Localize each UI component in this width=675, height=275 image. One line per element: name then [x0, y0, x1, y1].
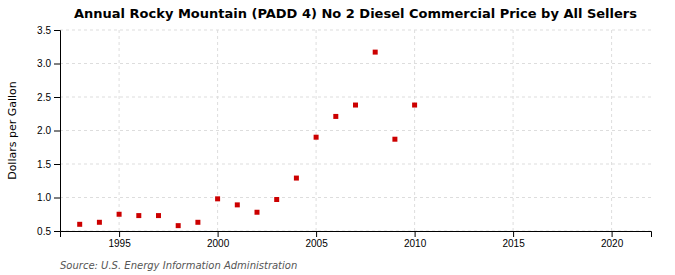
tick: 1.5: [37, 159, 60, 170]
tick: 1.0: [37, 192, 60, 203]
grid-line: [513, 30, 514, 231]
point: [215, 196, 220, 201]
tick-mark: [54, 231, 60, 232]
point: [314, 135, 319, 140]
axis-line: [54, 31, 61, 232]
point: [294, 176, 299, 181]
tick-label: 2.5: [37, 92, 51, 103]
grid-line: [60, 63, 651, 64]
tick: 0.5: [37, 226, 60, 237]
tick: 2005: [305, 231, 328, 249]
grid-line: [119, 30, 120, 231]
tick-mark: [54, 131, 60, 132]
tick-label: 1.0: [37, 192, 51, 203]
tick: 3.0: [37, 58, 60, 69]
point: [255, 210, 260, 215]
tick-mark: [54, 198, 60, 199]
points: [77, 50, 417, 229]
tick-mark: [218, 231, 219, 237]
grid-line: [60, 30, 651, 31]
tick-label: 2015: [502, 238, 525, 249]
tick-mark: [54, 64, 60, 65]
point: [117, 212, 122, 217]
tick-mark: [612, 231, 613, 237]
point: [274, 197, 279, 202]
tick-label: 3.0: [37, 58, 51, 69]
point: [156, 213, 161, 218]
tick: 2.0: [37, 125, 60, 136]
grid-line: [60, 164, 651, 165]
x-axis: 1995 2000 2005 2010 2015 2020: [61, 231, 652, 249]
grid-line: [414, 30, 415, 231]
tick: 2010: [404, 231, 427, 249]
point: [195, 220, 200, 225]
tick: 1995: [108, 231, 131, 249]
annotation: Source: U.S. Energy Information Administ…: [60, 260, 297, 271]
point: [176, 223, 181, 228]
tick-label: 1995: [108, 238, 131, 249]
tick-label: 2005: [305, 238, 328, 249]
tick-label: 2.0: [37, 125, 51, 136]
tick-label: 0.5: [37, 226, 51, 237]
grid-line: [60, 130, 651, 131]
tick: 2000: [207, 231, 230, 249]
tick-mark: [316, 231, 317, 237]
grid-line: [60, 97, 651, 98]
tick: 2015: [502, 231, 525, 249]
point: [412, 103, 417, 108]
tick: 2.5: [37, 92, 60, 103]
point: [333, 114, 338, 119]
tick-label: 2010: [404, 238, 427, 249]
axis-line: [61, 232, 652, 238]
tick-mark: [54, 97, 60, 98]
chart: 1995 2000 2005 2010 2015 2020 0.5 1.0 1.5 2.0 2.5 3…: [0, 0, 675, 275]
tick-label: 2020: [601, 238, 624, 249]
grid-line: [611, 30, 612, 231]
grid-line: [60, 197, 651, 198]
point: [136, 213, 141, 218]
plot-area: 1995 2000 2005 2010 2015 2020 0.5 1.0 1.5 2.0 2.5 3…: [37, 25, 651, 249]
title: Annual Rocky Mountain (PADD 4) No 2 Dies…: [74, 6, 637, 21]
y-axis-title: Dollars per Gallon: [6, 81, 19, 180]
tick-mark: [54, 164, 60, 165]
point: [235, 202, 240, 207]
y-axis: 0.5 1.0 1.5 2.0 2.5 3.0 3.5: [37, 25, 60, 237]
point: [373, 50, 378, 55]
point: [97, 220, 102, 225]
tick-mark: [119, 231, 120, 237]
point: [77, 222, 82, 227]
grid: [60, 30, 651, 231]
tick-label: 3.5: [37, 25, 51, 36]
point: [392, 137, 397, 142]
tick-mark: [513, 231, 514, 237]
grid-line: [316, 30, 317, 231]
tick-mark: [54, 30, 60, 31]
point: [353, 103, 358, 108]
tick: 3.5: [37, 25, 60, 36]
tick-label: 1.5: [37, 159, 51, 170]
tick-label: 2000: [207, 238, 230, 249]
tick: 2020: [601, 231, 624, 249]
tick-mark: [415, 231, 416, 237]
